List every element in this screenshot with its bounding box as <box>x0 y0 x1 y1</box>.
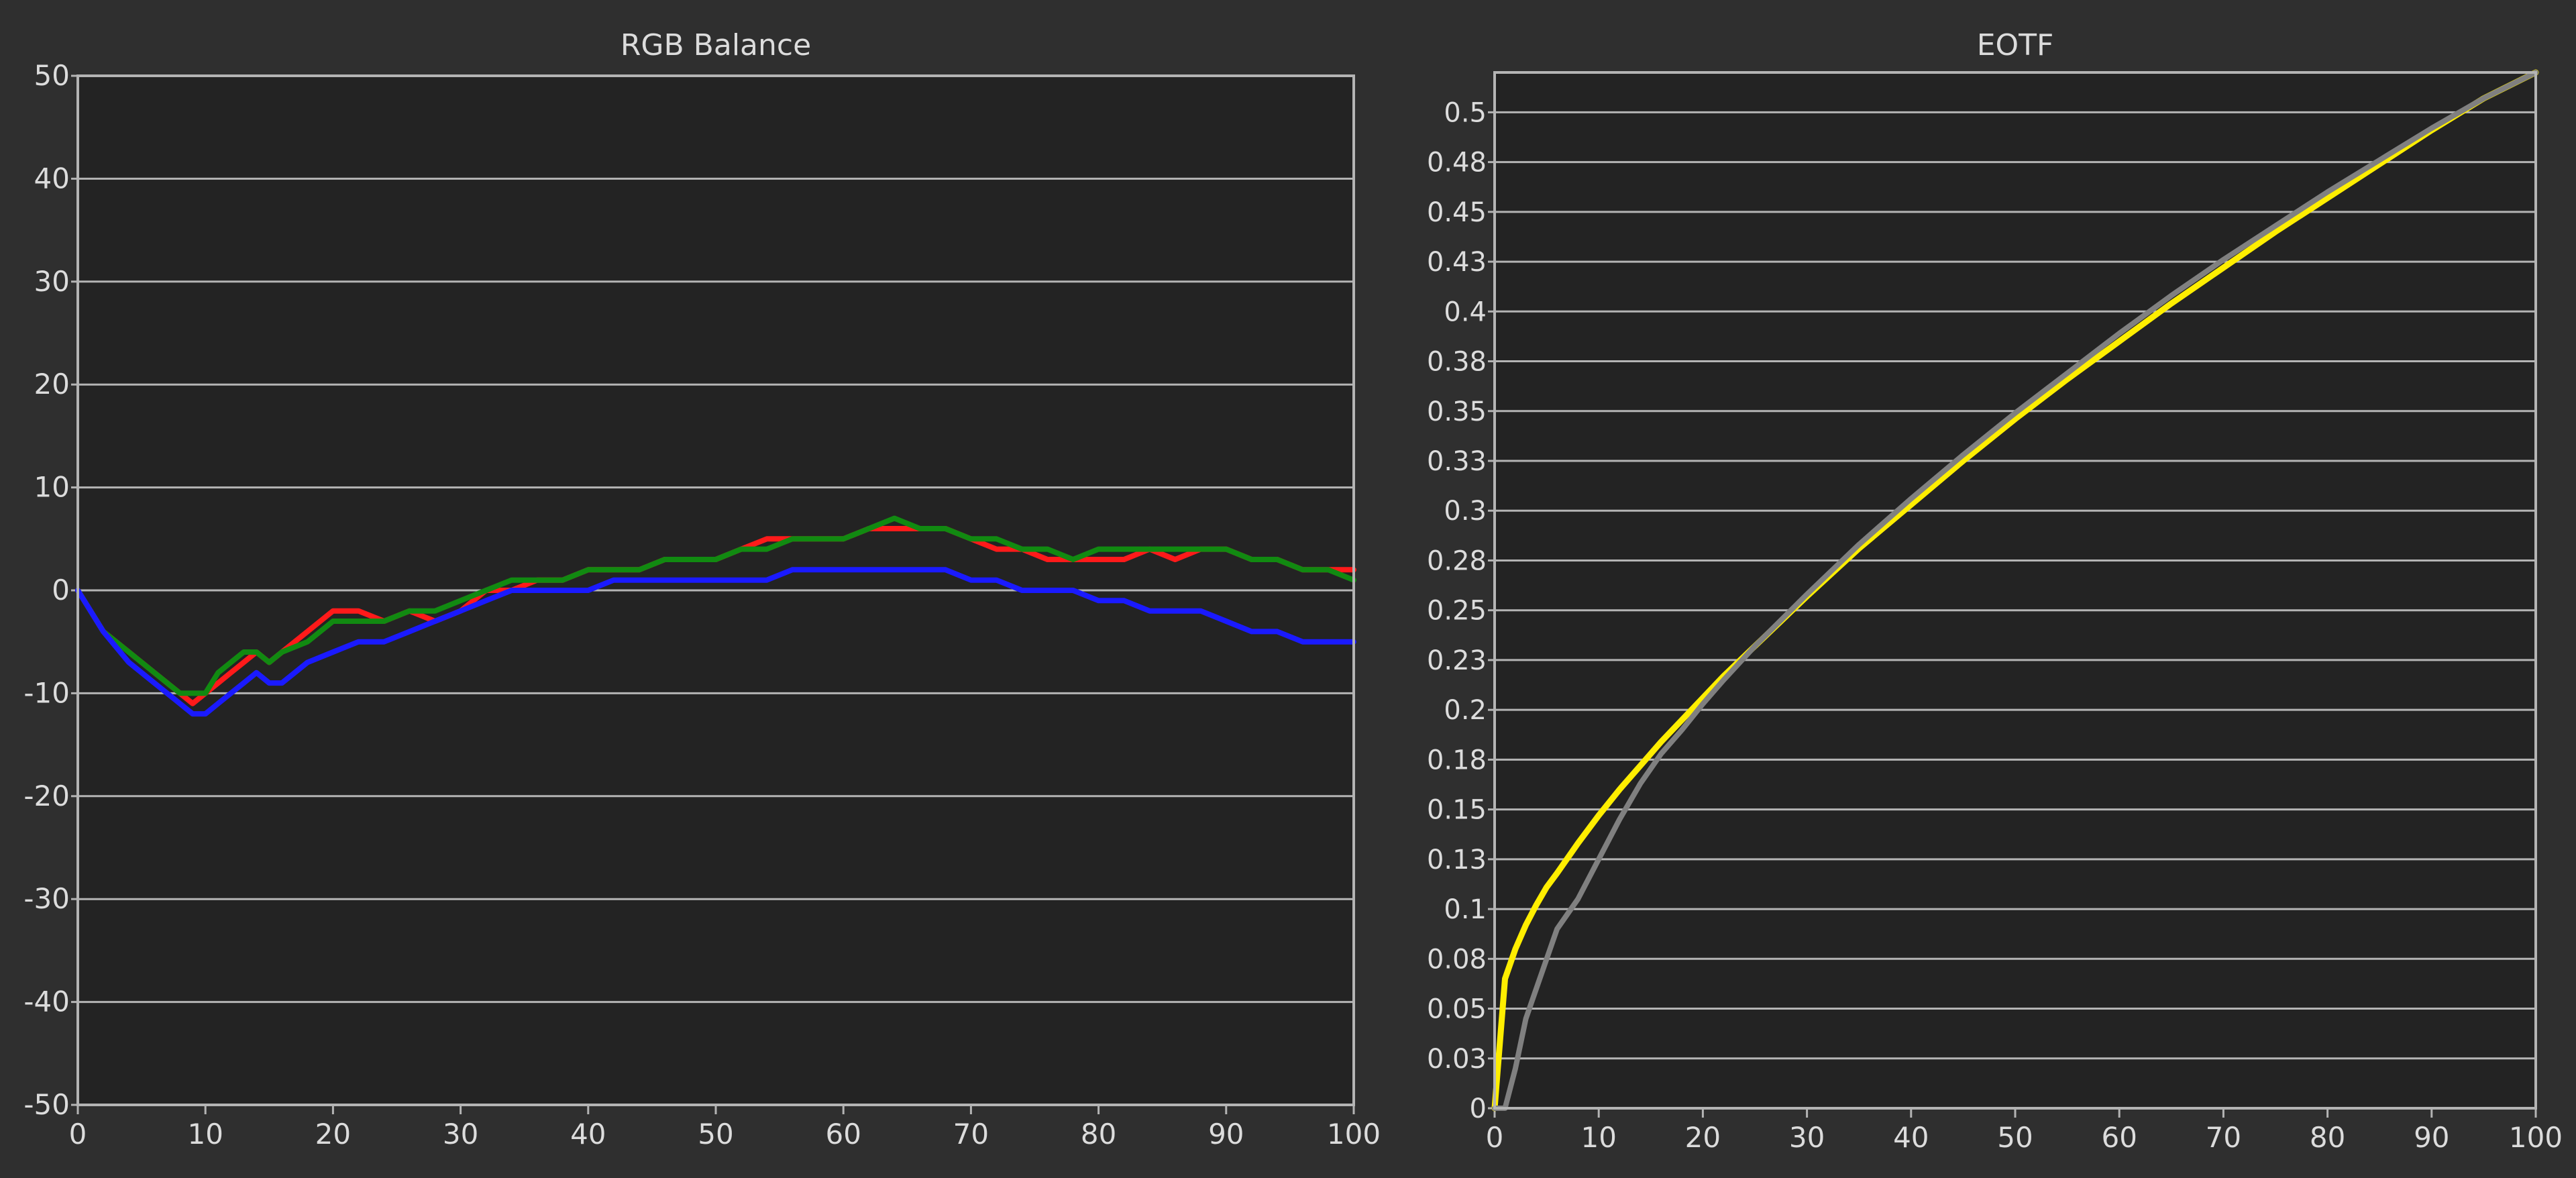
x-tick-label: 60 <box>825 1118 861 1150</box>
y-tick-label: 0.3 <box>1444 496 1487 527</box>
x-tick-label: 60 <box>2101 1121 2137 1154</box>
chart-title: EOTF <box>1977 28 2054 62</box>
series-line-eotf_target <box>1492 70 2538 1111</box>
x-tick-label: 100 <box>2509 1121 2563 1154</box>
y-tick-label: 0.08 <box>1427 944 1487 975</box>
plot-area <box>1495 72 2536 1108</box>
y-tick-label: -50 <box>23 1088 70 1121</box>
y-tick-label: 0.4 <box>1444 297 1487 327</box>
x-tick-label: 20 <box>315 1118 351 1150</box>
y-tick-label: 0 <box>1470 1093 1487 1124</box>
x-tick-label: 70 <box>953 1118 989 1150</box>
y-tick-label: 0.18 <box>1427 745 1487 775</box>
y-tick-label: 30 <box>34 265 70 298</box>
y-tick-label: 0.43 <box>1427 247 1487 278</box>
y-tick-label: 0.13 <box>1427 845 1487 875</box>
x-tick-label: 80 <box>2310 1121 2345 1154</box>
y-tick-label: -30 <box>23 882 70 915</box>
y-tick-label: 0.28 <box>1427 545 1487 576</box>
y-tick-label: 0.1 <box>1444 894 1487 925</box>
y-tick-label: 40 <box>34 162 70 195</box>
x-tick-label: 100 <box>1327 1118 1381 1150</box>
x-tick-label: 90 <box>1208 1118 1244 1150</box>
plot-frame <box>76 74 1355 1106</box>
y-tick-label: -10 <box>23 676 70 709</box>
series-line-green <box>75 515 1356 696</box>
chart-title: RGB Balance <box>621 28 811 62</box>
y-tick-label: 0.25 <box>1427 596 1487 627</box>
y-tick-label: 0.2 <box>1444 695 1487 726</box>
y-tick-label: 0.35 <box>1427 396 1487 427</box>
plot-frame <box>1493 71 2537 1110</box>
y-tick-label: 20 <box>34 368 70 400</box>
y-tick-label: 0.03 <box>1427 1044 1487 1075</box>
y-tick-label: 0.05 <box>1427 994 1487 1025</box>
y-tick-label: 0.38 <box>1427 347 1487 378</box>
x-tick-label: 0 <box>69 1118 87 1150</box>
y-tick-label: -20 <box>23 780 70 812</box>
x-tick-label: 30 <box>1789 1121 1825 1154</box>
x-tick-label: 10 <box>187 1118 223 1150</box>
y-tick-label: 0.5 <box>1444 97 1487 128</box>
y-tick-label: 0.15 <box>1427 795 1487 826</box>
x-tick-label: 40 <box>1893 1121 1929 1154</box>
x-tick-label: 90 <box>2414 1121 2449 1154</box>
y-tick-label: 0.23 <box>1427 645 1487 676</box>
x-tick-label: 10 <box>1580 1121 1616 1154</box>
x-tick-label: 80 <box>1081 1118 1116 1150</box>
series-line-blue <box>75 567 1356 717</box>
y-tick-label: -40 <box>23 985 70 1018</box>
y-tick-label: 50 <box>34 59 70 92</box>
y-tick-label: 0.45 <box>1427 197 1487 228</box>
x-tick-label: 20 <box>1685 1121 1721 1154</box>
chart-rgb-balance: RGB Balance -50 -40 -30 -20 -10 0 10 20 30 40 50 0 10… <box>23 28 1381 1150</box>
y-tick-label: 0.48 <box>1427 148 1487 178</box>
chart-eotf: EOTF 0 0.03 0.05 0.08 0.1 0.13 0.15 0.18 0.2 0.23 0… <box>1427 28 2563 1154</box>
y-tick-label: 0 <box>52 574 70 606</box>
y-tick-label: 0.33 <box>1427 446 1487 477</box>
x-tick-label: 0 <box>1486 1121 1504 1154</box>
x-tick-label: 50 <box>1997 1121 2033 1154</box>
x-tick-label: 50 <box>698 1118 733 1150</box>
y-tick-label: 10 <box>34 471 70 504</box>
x-tick-label: 40 <box>570 1118 606 1150</box>
x-tick-label: 70 <box>2206 1121 2241 1154</box>
x-tick-label: 30 <box>443 1118 478 1150</box>
